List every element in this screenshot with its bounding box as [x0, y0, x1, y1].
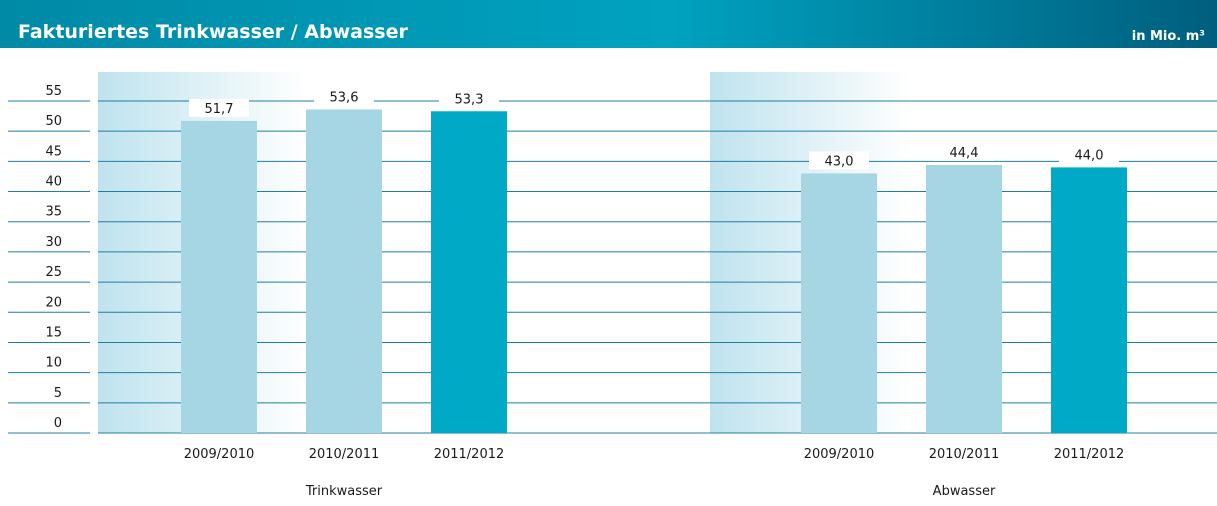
bar: [306, 109, 382, 433]
header-bar: [0, 0, 1217, 48]
y-tick-label: 35: [45, 205, 62, 220]
y-tick-label: 0: [54, 416, 62, 431]
x-tick-label: 2011/2012: [434, 447, 505, 462]
x-axis-label: Trinkwasser: [305, 484, 383, 499]
y-tick-label: 30: [45, 235, 62, 250]
value-label: 44,4: [950, 146, 979, 161]
value-label: 53,3: [455, 92, 484, 107]
unit-label: in Mio. m³: [1132, 29, 1205, 44]
y-tick-label: 20: [45, 295, 62, 310]
label-bg: [314, 87, 374, 106]
label-bg: [189, 98, 249, 117]
value-label: 53,6: [330, 90, 359, 105]
value-label: 44,0: [1075, 148, 1104, 163]
x-tick-label: 2010/2011: [309, 447, 380, 462]
label-bg: [1059, 145, 1119, 164]
y-tick-label: 40: [45, 175, 62, 190]
y-tick-label: 45: [45, 144, 62, 159]
bar: [1051, 167, 1127, 433]
chart-title: Fakturiertes Trinkwasser / Abwasser: [18, 21, 408, 43]
y-tick-label: 15: [45, 325, 62, 340]
y-tick-label: 55: [45, 84, 62, 99]
x-tick-label: 2011/2012: [1054, 447, 1125, 462]
bar: [801, 173, 877, 433]
y-tick-label: 25: [45, 265, 62, 280]
x-axis-label: Abwasser: [933, 484, 996, 499]
x-tick-label: 2009/2010: [184, 447, 255, 462]
value-label: 43,0: [825, 154, 854, 169]
y-tick-label: 50: [45, 114, 62, 129]
y-tick-label: 5: [54, 386, 62, 401]
bar: [431, 111, 507, 434]
x-tick-label: 2009/2010: [804, 447, 875, 462]
label-bg: [934, 142, 994, 161]
bar: [926, 164, 1002, 433]
x-tick-label: 2010/2011: [929, 447, 1000, 462]
value-label: 51,7: [205, 102, 234, 117]
bar: [181, 120, 257, 434]
label-bg: [439, 89, 499, 108]
y-tick-label: 10: [45, 356, 62, 371]
label-bg: [809, 151, 869, 170]
